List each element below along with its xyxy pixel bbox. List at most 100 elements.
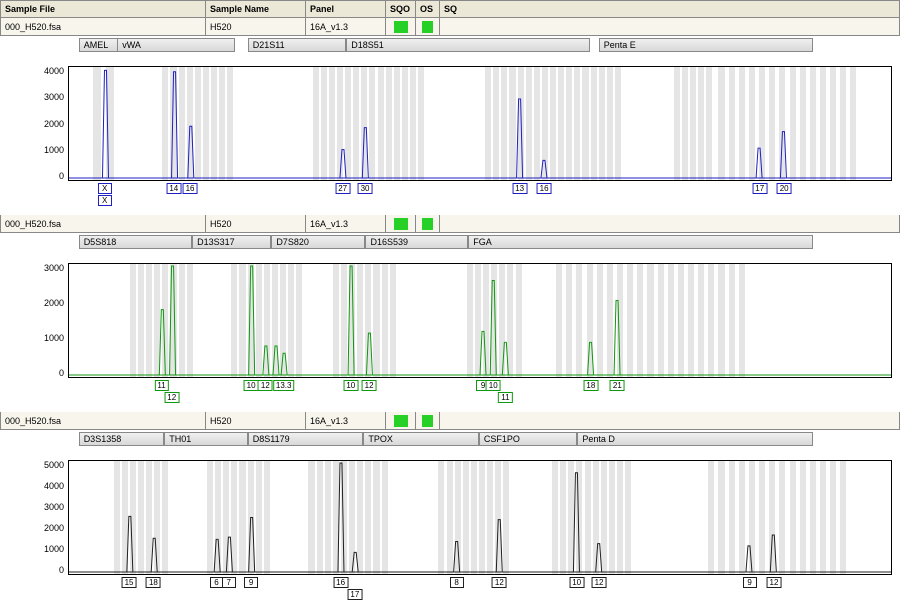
allele-call[interactable]: 17 xyxy=(347,589,362,600)
panel-name: 16A_v1.3 xyxy=(306,18,386,35)
plot-area[interactable]: 100200300400 xyxy=(68,66,892,181)
panel-name: 16A_v1.3 xyxy=(306,215,386,232)
allele-call[interactable]: 16 xyxy=(537,183,552,194)
locus-label: D3S1358 xyxy=(79,432,165,446)
chart: 40003000200010000100200300400 xyxy=(0,66,900,183)
electropherogram-panel: 000_H520.fsaH52016A_v1.3 AMELvWA D21S11D18… xyxy=(0,18,900,209)
chart: 3000200010000100200300400 xyxy=(0,263,900,380)
sqo-indicator xyxy=(394,415,408,427)
col-sample-name: Sample Name xyxy=(206,1,306,17)
plot-area[interactable]: 100200300400 xyxy=(68,263,892,378)
sample-info-row: 000_H520.fsaH52016A_v1.3 xyxy=(0,18,900,36)
allele-call[interactable]: 8 xyxy=(450,577,464,588)
locus-label: D13S317 xyxy=(192,235,271,249)
allele-call[interactable]: 10 xyxy=(343,380,358,391)
plot-area[interactable]: 100200300400 xyxy=(68,460,892,575)
allele-call[interactable]: X xyxy=(98,183,112,194)
allele-call[interactable]: 27 xyxy=(335,183,350,194)
sqo-cell xyxy=(386,18,416,35)
allele-call[interactable]: 18 xyxy=(146,577,161,588)
locus-label: D7S820 xyxy=(271,235,365,249)
locus-label: D16S539 xyxy=(365,235,468,249)
allele-call[interactable]: 12 xyxy=(362,380,377,391)
sqo-indicator xyxy=(394,218,408,230)
sample-info-row: 000_H520.fsaH52016A_v1.3 xyxy=(0,412,900,430)
os-cell xyxy=(416,18,440,35)
allele-call[interactable]: 9 xyxy=(743,577,757,588)
locus-label: Penta D xyxy=(577,432,812,446)
allele-calls: XX1416273013161720 xyxy=(0,183,900,209)
allele-call[interactable]: 15 xyxy=(122,577,137,588)
y-axis: 500040003000200010000 xyxy=(8,460,68,575)
allele-call[interactable]: 10 xyxy=(486,380,501,391)
sample-info-row: 000_H520.fsaH52016A_v1.3 xyxy=(0,215,900,233)
allele-calls: 1112101213.31012910111821 xyxy=(0,380,900,406)
trace-svg xyxy=(69,461,891,574)
allele-call[interactable]: 13 xyxy=(512,183,527,194)
locus-label: TH01 xyxy=(164,432,247,446)
allele-call[interactable]: 7 xyxy=(222,577,236,588)
os-indicator xyxy=(422,21,433,33)
col-os: OS xyxy=(416,1,440,17)
sq-cell xyxy=(440,215,468,232)
y-axis: 3000200010000 xyxy=(8,263,68,378)
allele-call[interactable]: 17 xyxy=(752,183,767,194)
allele-call[interactable]: 18 xyxy=(583,380,598,391)
sqo-indicator xyxy=(394,21,408,33)
electropherogram-panel: 000_H520.fsaH52016A_v1.3D3S1358TH01D8S11… xyxy=(0,412,900,603)
locus-label: D5S818 xyxy=(79,235,192,249)
sample-file: 000_H520.fsa xyxy=(1,18,206,35)
allele-call[interactable]: 30 xyxy=(358,183,373,194)
allele-call[interactable]: 12 xyxy=(258,380,273,391)
col-sq: SQ xyxy=(440,1,468,17)
os-indicator xyxy=(422,415,433,427)
locus-label: CSF1PO xyxy=(479,432,577,446)
locus-label: Penta E xyxy=(599,38,813,52)
locus-label: AMEL xyxy=(79,38,119,52)
allele-call[interactable]: 10 xyxy=(569,577,584,588)
sample-file: 000_H520.fsa xyxy=(1,215,206,232)
allele-call[interactable]: 16 xyxy=(333,577,348,588)
sample-name: H520 xyxy=(206,18,306,35)
col-sqo: SQO xyxy=(386,1,416,17)
allele-call[interactable]: 11 xyxy=(498,392,512,403)
locus-label: D8S1179 xyxy=(248,432,364,446)
header-row: Sample File Sample Name Panel SQO OS SQ xyxy=(0,0,900,18)
allele-call[interactable]: X xyxy=(98,195,112,206)
locus-row: AMELvWA D21S11D18S51 Penta E xyxy=(0,36,900,52)
locus-label: vWA xyxy=(117,38,235,52)
allele-call[interactable]: 10 xyxy=(244,380,259,391)
allele-call[interactable]: 12 xyxy=(592,577,607,588)
sample-name: H520 xyxy=(206,215,306,232)
allele-call[interactable]: 9 xyxy=(244,577,258,588)
allele-call[interactable]: 20 xyxy=(777,183,792,194)
locus-row: D5S818D13S317D7S820D16S539FGA xyxy=(0,233,900,249)
trace-svg xyxy=(69,67,891,180)
col-panel: Panel xyxy=(306,1,386,17)
locus-label: D21S11 xyxy=(248,38,346,52)
locus-label: D18S51 xyxy=(346,38,590,52)
allele-call[interactable]: 16 xyxy=(183,183,198,194)
y-axis: 40003000200010000 xyxy=(8,66,68,181)
chart: 500040003000200010000100200300400 xyxy=(0,460,900,577)
locus-row: D3S1358TH01D8S1179TPOXCSF1POPenta D xyxy=(0,430,900,446)
allele-call[interactable]: 12 xyxy=(492,577,507,588)
os-cell xyxy=(416,215,440,232)
allele-call[interactable]: 12 xyxy=(164,392,179,403)
electropherogram-panel: 000_H520.fsaH52016A_v1.3D5S818D13S317D7S… xyxy=(0,215,900,406)
allele-call[interactable]: 13.3 xyxy=(273,380,295,391)
allele-calls: 151867916178121012912 xyxy=(0,577,900,603)
allele-call[interactable]: 21 xyxy=(610,380,625,391)
os-indicator xyxy=(422,218,433,230)
trace-svg xyxy=(69,264,891,377)
allele-call[interactable]: 11 xyxy=(154,380,168,391)
sample-name: H520 xyxy=(206,412,306,429)
sq-cell xyxy=(440,412,468,429)
allele-call[interactable]: 12 xyxy=(767,577,782,588)
sq-cell xyxy=(440,18,468,35)
sample-file: 000_H520.fsa xyxy=(1,412,206,429)
locus-label: TPOX xyxy=(363,432,479,446)
allele-call[interactable]: 14 xyxy=(166,183,181,194)
col-sample-file: Sample File xyxy=(1,1,206,17)
os-cell xyxy=(416,412,440,429)
